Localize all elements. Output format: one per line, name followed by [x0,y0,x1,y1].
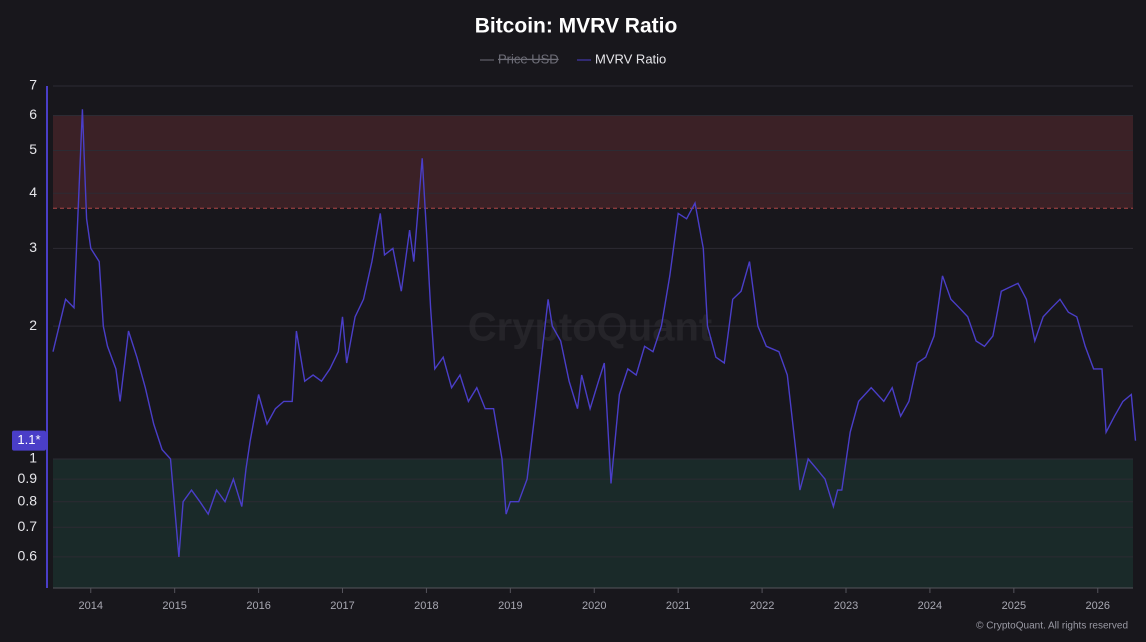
legend-label[interactable]: Price USD [498,51,559,66]
x-tick-label: 2014 [79,600,103,612]
footer: © CryptoQuant. All rights reserved [976,621,1128,632]
y-tick-label: 3 [29,239,37,255]
y-tick-label: 7 [29,77,37,93]
x-tick-label: 2018 [414,600,438,612]
y-tick-label: 1 [29,450,37,466]
x-tick-label: 2019 [498,600,522,612]
y-tick-label: 0.9 [18,470,38,486]
x-tick-label: 2021 [666,600,690,612]
y-tick-label: 2 [29,317,37,333]
chart-title: Bitcoin: MVRV Ratio [475,15,678,38]
current-value-badge [12,430,46,451]
x-tick-label: 2020 [582,600,606,612]
legend-label[interactable]: MVRV Ratio [595,51,666,66]
x-tick-label: 2026 [1086,600,1110,612]
zone-band [53,115,1133,209]
y-tick-label: 0.8 [18,492,38,508]
x-tick-label: 2024 [918,600,942,612]
current-value-label: 1.1* [17,432,40,447]
plot: 0.6 0.7 0.8 0.9 1 2 3 4 5 6 7 2014 2015 2016 2017 2018 2… [12,77,1137,612]
y-tick-label: 6 [29,106,37,122]
y-tick-label: 5 [29,141,37,157]
x-tick-label: 2017 [330,600,354,612]
x-tick-label: 2025 [1002,600,1026,612]
y-tick-label: 4 [29,184,37,200]
x-tick-label: 2016 [246,600,270,612]
y-tick-label: 0.6 [18,548,38,564]
watermark: CryptoQuant [468,306,712,350]
zone-band [53,458,1133,588]
x-tick-label: 2022 [750,600,774,612]
x-tick-label: 2023 [834,600,858,612]
x-tick-label: 2015 [162,600,186,612]
y-tick-label: 0.7 [18,518,38,534]
series-line [52,109,1137,557]
